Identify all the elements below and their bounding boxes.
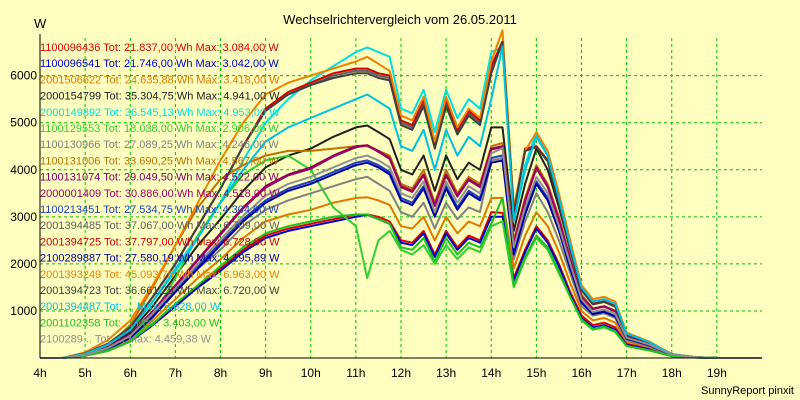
- legend-entry: 1100131006 Tot: 33.690,25 Wh Max: 4.567,…: [40, 155, 279, 167]
- series-line-1100130966: [40, 157, 762, 359]
- legend-entry: 1100096541 Tot: 21.746,00 Wh Max: 3.042,…: [40, 58, 279, 70]
- legend-entry: 2000001409 Tot: 30.886,00 Wh Max: 4.518,…: [40, 188, 280, 200]
- series-line-2001393249: [40, 29, 762, 359]
- x-tick-label: 6h: [124, 366, 137, 380]
- x-tick-label: 18h: [662, 366, 682, 380]
- axes: [39, 34, 762, 359]
- x-tick-label: 11h: [346, 366, 365, 380]
- legend-entry: 2100289887 Tot: 27.580,19 Wh Max: 4.195,…: [40, 253, 280, 265]
- x-tick-label: 14h: [481, 366, 501, 380]
- legend-entry: 2001394487 Tot: ... Max: 6.628,00 W: [40, 301, 221, 313]
- axis-ticks: 1000 2000 3000 4000 5000 6000 4h 5h 6h 7h 8h 9h 10h 1…: [10, 69, 727, 380]
- x-tick-label: 7h: [169, 366, 182, 380]
- y-tick-label: 2000: [10, 257, 37, 271]
- x-tick-label: 10h: [301, 366, 321, 380]
- legend-entry: 2100289... Tot: ... Max: 4.459,38 W: [40, 334, 212, 346]
- x-tick-label: 12h: [391, 366, 411, 380]
- x-tick-label: 15h: [526, 366, 546, 380]
- legend-entry: 1100129553 Tot: 18.038,00 Wh Max: 2.906,…: [40, 123, 279, 135]
- y-tick-label: 6000: [10, 69, 37, 83]
- series-line-2001394487: [40, 45, 762, 359]
- legend-entry: 1100131074 Tot: 29.049,50 Wh Max: 4.522,…: [40, 172, 279, 184]
- series-line-2100289...: [40, 147, 762, 359]
- y-axis-label: W: [34, 16, 47, 31]
- x-tick-label: 19h: [707, 366, 727, 380]
- y-tick-label: 4000: [10, 163, 37, 177]
- series-line-1100096541: [40, 213, 762, 359]
- footer-label: SunnyReport pinxit: [701, 385, 794, 397]
- y-tick-label: 3000: [10, 210, 37, 224]
- legend-entry: 2001102358 Tot: ... Max: 3.403,00 W: [40, 317, 220, 329]
- x-tick-label: 9h: [259, 366, 272, 380]
- x-tick-label: 16h: [571, 366, 591, 380]
- legend-entry: 2000154799 Tot: 35.304,75 Wh Max: 4.941,…: [40, 91, 280, 103]
- series-lines: [40, 29, 762, 359]
- series-line-2100289887: [40, 159, 762, 359]
- legend-entry: 1100130966 Tot: 27.089,25 Wh Max: 4.246,…: [40, 139, 279, 151]
- series-line-2001102358: [40, 196, 762, 359]
- legend-entry: 2000149892 Tot: 36.545,13 Wh Max: 4.953,…: [40, 107, 280, 119]
- y-tick-label: 5000: [10, 116, 37, 130]
- legend-entry: 2001393249 Tot: 45.093,75 Wh Max: 6.963,…: [40, 269, 280, 281]
- x-tick-label: 8h: [214, 366, 227, 380]
- series-line-2000001409: [40, 144, 762, 359]
- x-tick-label: 13h: [436, 366, 456, 380]
- chart-title: Wechselrichtervergleich vom 26.05.2011: [283, 12, 517, 27]
- y-tick-label: 1000: [10, 304, 37, 318]
- legend-entry: 1100213451 Tot: 27.534,75 Wh Max: 4.304,…: [40, 204, 279, 216]
- legend-entry: 2001394485 Tot: 37.067,00 Wh Max: 6.709,…: [40, 220, 280, 232]
- legend-entry: 2001394725 Tot: 37.797,00 Wh Max: 6.728,…: [40, 236, 280, 248]
- series-line-2001506622: [40, 196, 762, 359]
- series-line-2001394723: [40, 40, 762, 359]
- x-tick-label: 5h: [78, 366, 91, 380]
- legend-entry: 1100096436 Tot: 21.837,00 Wh Max: 3.084,…: [40, 42, 279, 54]
- legend: 1100096436 Tot: 21.837,00 Wh Max: 3.084,…: [40, 42, 280, 346]
- legend-entry: 2001506622 Tot: 24.635,88 Wh Max: 3.418,…: [40, 74, 280, 86]
- legend-entry: 2001394723 Tot: 36.661,25 Wh Max: 6.720,…: [40, 285, 280, 297]
- x-tick-label: 4h: [33, 366, 46, 380]
- x-tick-label: 17h: [617, 366, 637, 380]
